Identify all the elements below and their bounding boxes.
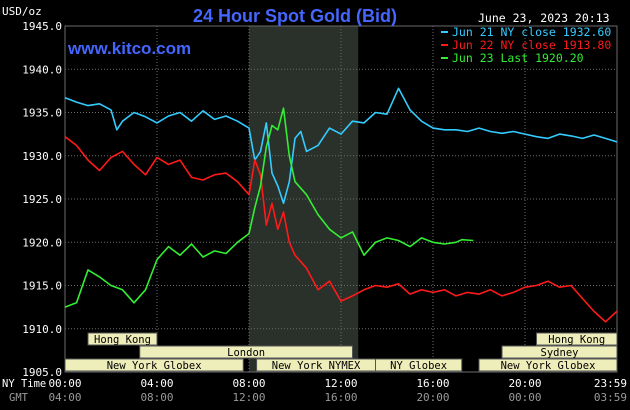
x-tick-label-gmt: 12:00 [232,391,265,404]
session-bar [64,358,244,372]
series-line-0 [64,87,618,205]
legend: Jun 21 NY close 1932.60 Jun 22 NY close … [441,25,611,65]
x-tick-label-ny: 08:00 [232,377,265,390]
y-tick-label: 1945.0 [22,20,62,33]
y-tick-label: 1920.0 [22,236,62,249]
session-label: Hong Kong [548,334,605,346]
session-bar [375,358,463,372]
x-tick-label-gmt: 00:00 [508,391,541,404]
x-tick-label-gmt: 03:59 [594,391,627,404]
x-tick-label-gmt: 04:00 [48,391,81,404]
session-bar [536,332,618,346]
legend-entry-2: Jun 23 Last 1920.20 [452,51,584,65]
series-line-1 [64,136,618,323]
session-label: New York Globex [501,360,596,372]
chart-title: 24 Hour Spot Gold (Bid) [193,6,397,26]
session-label: New York Globex [107,360,202,372]
y-tick-label: 1935.0 [22,107,62,120]
x-tick-label-ny: 04:00 [140,377,173,390]
y-tick-label: 1925.0 [22,193,62,206]
session-bar [139,345,353,359]
series-line-2 [64,107,474,308]
nymex-highlight-band [249,26,359,372]
x-tick-label-gmt: 08:00 [140,391,173,404]
session-bar [87,332,158,346]
gmt-row-label: GMT [9,392,29,404]
session-bar [478,358,618,372]
x-tick-label-ny: 20:00 [508,377,541,390]
x-tick-label-ny: 23:59 [594,377,627,390]
x-tick-label-gmt: 20:00 [416,391,449,404]
timestamp: June 23, 2023 20:13 [478,11,610,25]
x-tick-label-ny: 00:00 [48,377,81,390]
session-label: Sydney [541,347,579,359]
y-tick-label: 1940.0 [22,63,62,76]
y-tick-label: 1915.0 [22,280,62,293]
watermark: www.kitco.com [67,39,191,58]
y-tick-label: 1910.0 [22,323,62,336]
session-bar [501,345,618,359]
y-tick-label: 1905.0 [22,366,62,379]
x-tick-label-ny: 12:00 [324,377,357,390]
legend-entry-0: Jun 21 NY close 1932.60 [452,25,611,39]
x-tick-label-gmt: 16:00 [324,391,357,404]
session-label: NY Globex [390,360,447,372]
ny-time-row-label: NY Time [2,378,46,390]
legend-entry-1: Jun 22 NY close 1913.80 [452,38,611,52]
y-tick-label: 1930.0 [22,150,62,163]
session-label: London [227,347,265,359]
x-tick-label-ny: 16:00 [416,377,449,390]
y-unit-label: USD/oz [2,5,42,18]
session-label: Hong Kong [94,334,151,346]
plot-frame [64,25,618,373]
session-label: New York NYMEX [272,360,361,372]
